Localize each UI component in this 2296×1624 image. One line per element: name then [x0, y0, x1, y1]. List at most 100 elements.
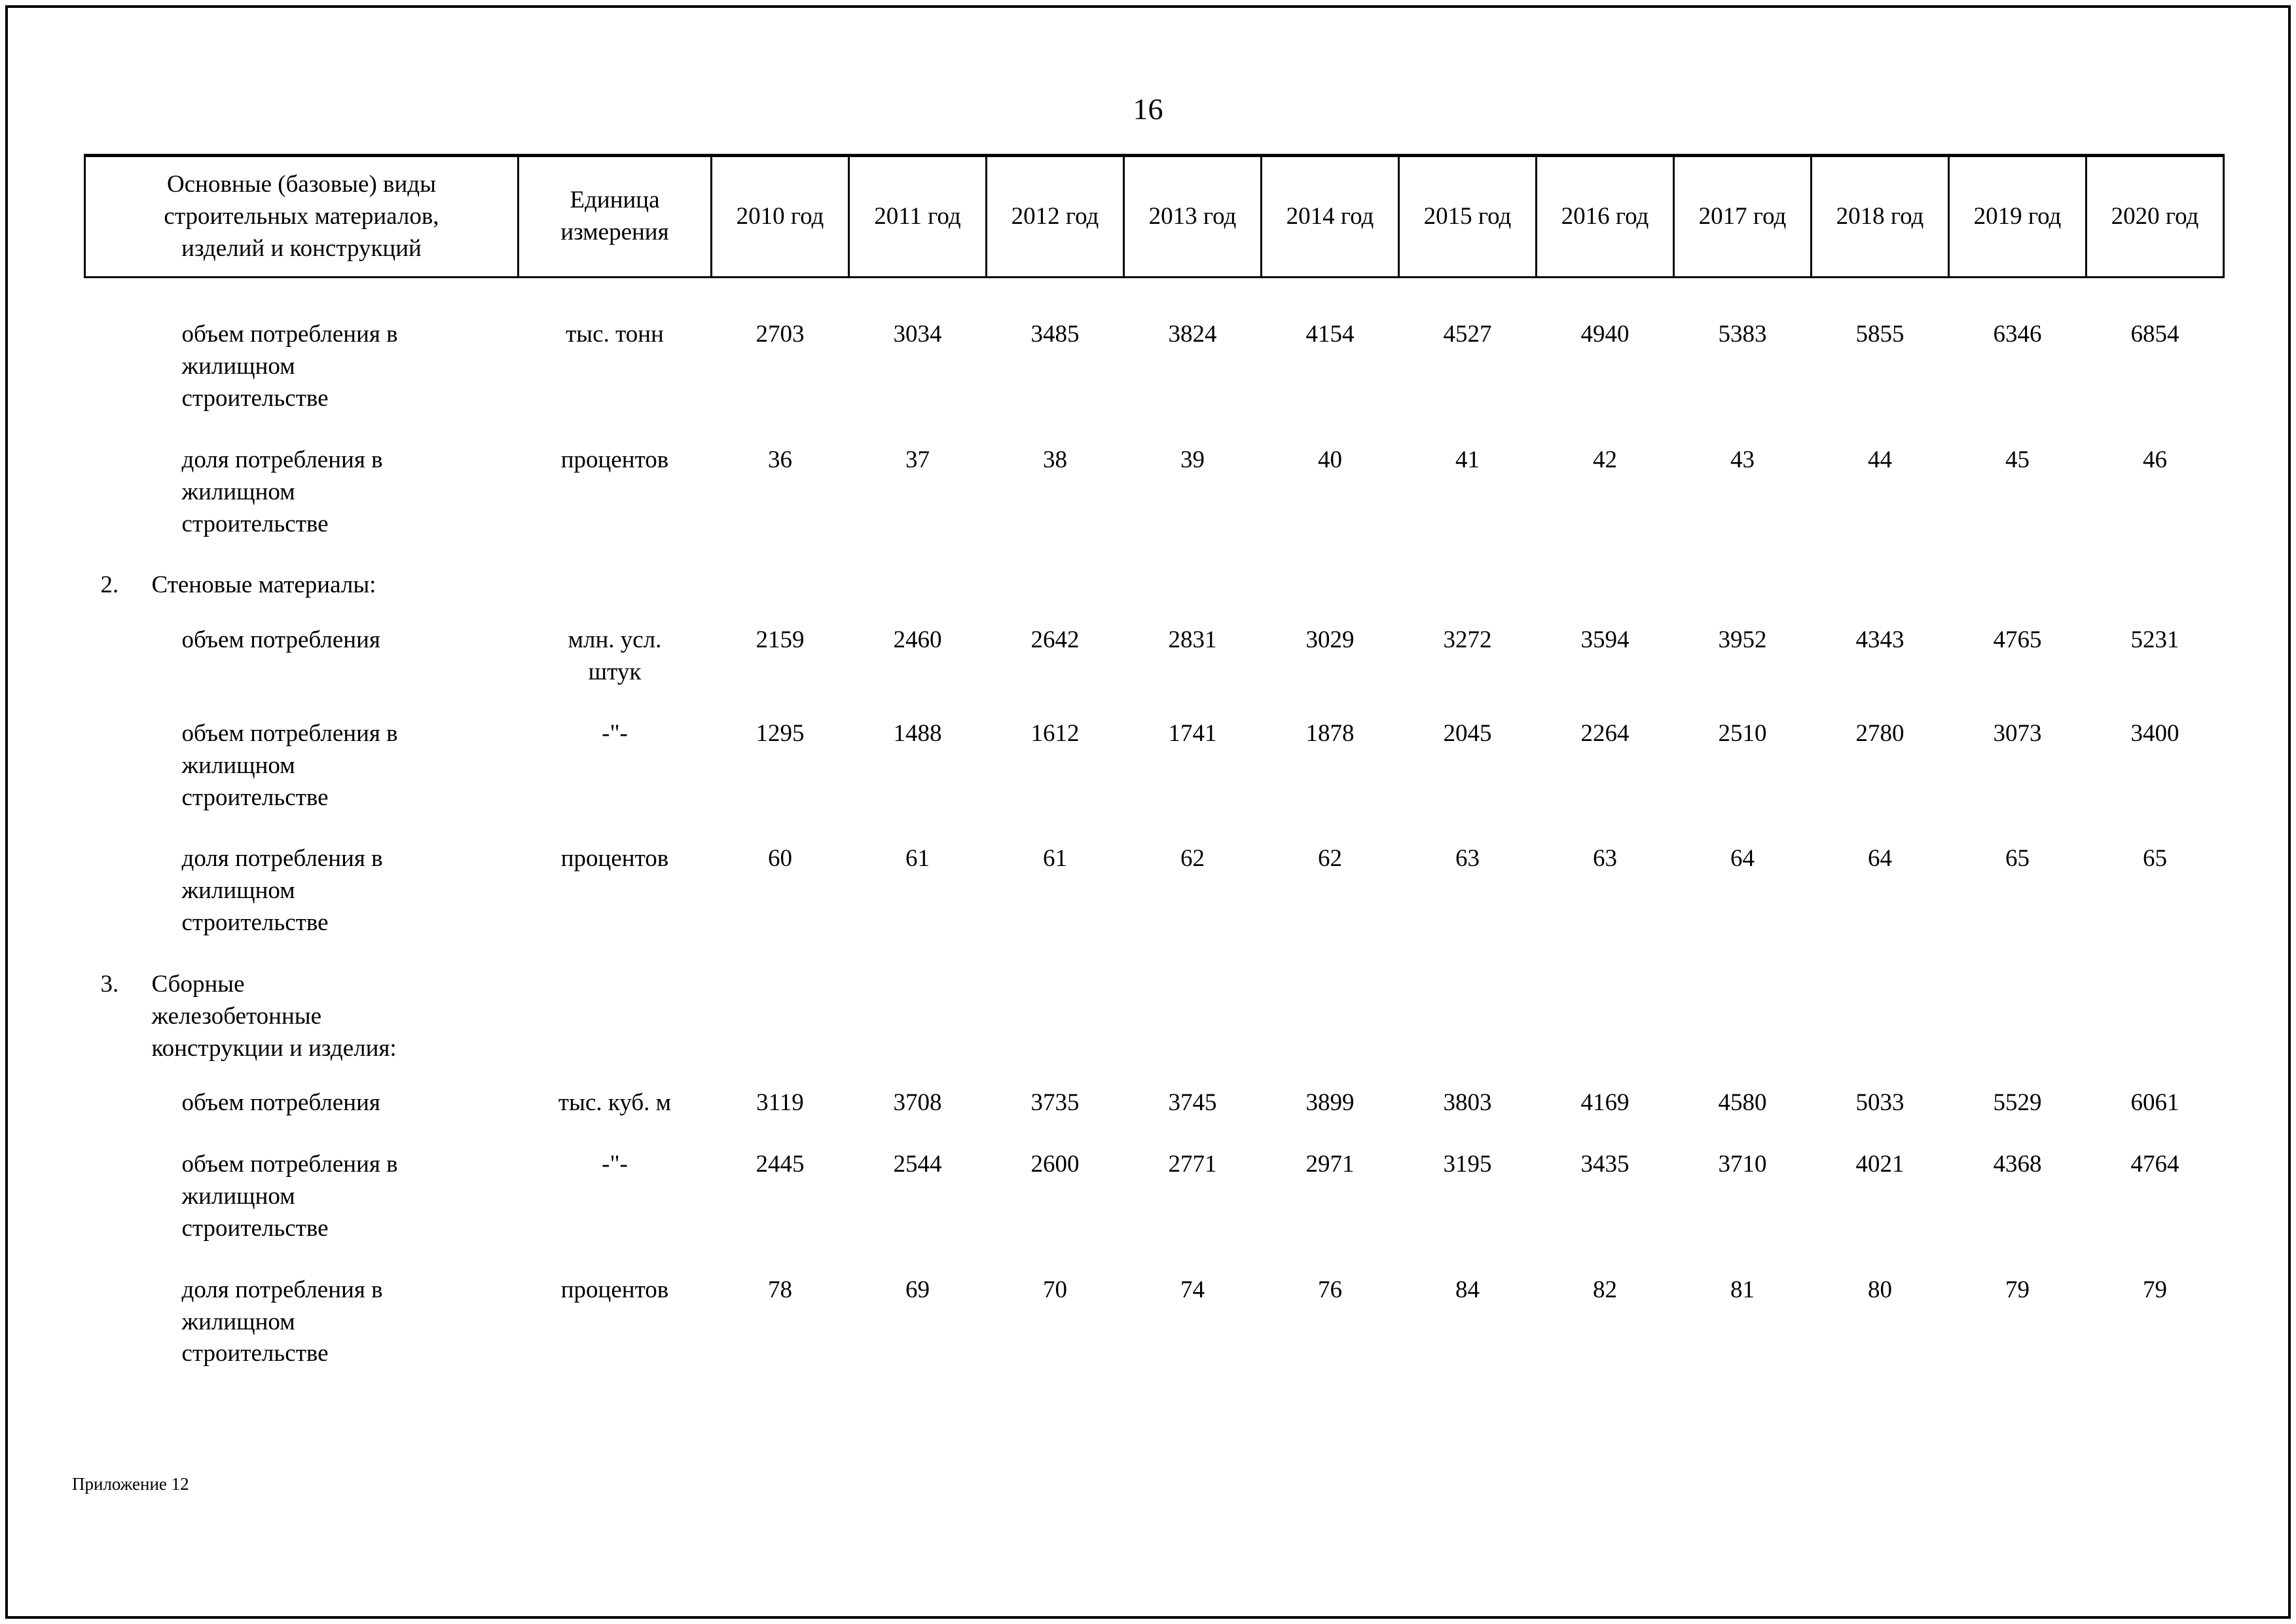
year-value: 44 [1868, 446, 1892, 473]
year-value: 6854 [2130, 321, 2179, 348]
year-value: 79 [2143, 1276, 2167, 1303]
year-value: 81 [1730, 1276, 1755, 1303]
year-value: 2159 [756, 626, 805, 654]
year-value: 3735 [1030, 1089, 1080, 1117]
row-label-cell: объем потребления в жилищном строительст… [85, 278, 519, 444]
year-value: 3073 [1993, 719, 2042, 747]
section-number: 2. [100, 571, 119, 599]
row-label-cell: объем потребления [85, 1087, 519, 1149]
year-value: 45 [2005, 446, 2030, 473]
unit-of-measure: процентов [560, 446, 669, 473]
unit-of-measure: млн. усл. штук [568, 626, 662, 686]
year-value: 63 [1593, 845, 1617, 873]
year-value: 5529 [1993, 1089, 2042, 1117]
year-value: 64 [1730, 845, 1755, 873]
year-value: 46 [2143, 446, 2167, 473]
section-label: Стеновые материалы: [151, 571, 376, 599]
year-value: 76 [1318, 1276, 1342, 1303]
year-column-header: 2010 год [710, 153, 850, 279]
year-column-header: 2012 год [985, 153, 1125, 279]
year-value: 1612 [1030, 719, 1080, 747]
row-label: объем потребления в жилищном строительст… [181, 1151, 398, 1242]
year-value: 2544 [893, 1151, 942, 1178]
section-row: 3. Сборные железобетонные конструкции и и… [85, 969, 2224, 1087]
table-row: доля потребления в жилищном строительств… [85, 1274, 2224, 1399]
table-row: объем потребления в жилищном строительст… [85, 718, 2224, 843]
year-value: 3594 [1580, 626, 1630, 654]
section-cell: 2. Стеновые материалы: [85, 569, 2224, 624]
year-column-header: 2013 год [1123, 153, 1262, 279]
year-value: 62 [1318, 845, 1342, 873]
year-value: 5033 [1855, 1089, 1904, 1117]
year-value: 3034 [893, 321, 942, 348]
year-value: 60 [768, 845, 792, 873]
year-value: 1295 [756, 719, 805, 747]
year-value: 40 [1318, 446, 1342, 473]
year-value: 4940 [1580, 321, 1630, 348]
year-column-header: 2017 год [1673, 153, 1812, 279]
year-value: 3745 [1168, 1089, 1217, 1117]
year-value: 37 [905, 446, 930, 473]
table-row: объем потребления тыс. куб. м 3119 3708 3735… [85, 1087, 2224, 1149]
year-value: 4764 [2130, 1151, 2179, 1178]
year-value: 2600 [1030, 1151, 1080, 1178]
year-value: 43 [1730, 446, 1755, 473]
row-label-cell: объем потребления в жилищном строительст… [85, 1149, 519, 1274]
year-column-header: 2020 год [2085, 153, 2225, 279]
year-value: 4580 [1718, 1089, 1767, 1117]
year-value: 3029 [1305, 626, 1355, 654]
unit-of-measure: процентов [560, 845, 669, 873]
year-value: 1741 [1168, 719, 1217, 747]
year-value: 3803 [1443, 1089, 1492, 1117]
year-value: 3400 [2130, 719, 2179, 747]
row-label: объем потребления [181, 1089, 380, 1117]
year-value: 5855 [1855, 321, 1904, 348]
year-column-header: 2014 год [1260, 153, 1400, 279]
year-column-header: 2015 год [1398, 153, 1537, 279]
row-label: доля потребления в жилищном строительств… [181, 845, 383, 937]
year-value: 84 [1455, 1276, 1480, 1303]
year-value: 61 [905, 845, 930, 873]
year-value: 4368 [1993, 1151, 2042, 1178]
table-row: доля потребления в жилищном строительств… [85, 843, 2224, 968]
year-value: 41 [1455, 446, 1480, 473]
year-value: 5383 [1718, 321, 1767, 348]
year-value: 63 [1455, 845, 1480, 873]
year-column-header: 2018 год [1810, 153, 1950, 279]
year-value: 3272 [1443, 626, 1492, 654]
table-row: объем потребления в жилищном строительст… [85, 1149, 2224, 1274]
year-value: 4527 [1443, 321, 1492, 348]
year-value: 3119 [756, 1089, 804, 1117]
materials-column-header: Основные (базовые) виды строительных мат… [84, 153, 519, 279]
row-label-cell: доля потребления в жилищном строительств… [85, 843, 519, 968]
row-label: объем потребления в жилищном строительст… [181, 321, 398, 412]
page-number: 16 [1133, 92, 1163, 126]
table-head: Основные (базовые) виды строительных мат… [84, 153, 2225, 279]
unit-column-header: Единица измерения [517, 153, 712, 279]
year-value: 2045 [1443, 719, 1492, 747]
unit-of-measure: тыс. тонн [566, 321, 664, 348]
year-value: 42 [1593, 446, 1617, 473]
year-value: 79 [2005, 1276, 2030, 1303]
year-value: 3435 [1580, 1151, 1630, 1178]
year-value: 4154 [1305, 321, 1355, 348]
unit-of-measure: процентов [560, 1276, 669, 1303]
row-label: объем потребления в жилищном строительст… [181, 719, 398, 811]
year-value: 1488 [893, 719, 942, 747]
table-body: объем потребления в жилищном строительст… [85, 278, 2224, 1399]
year-value: 3899 [1305, 1089, 1355, 1117]
row-label: доля потребления в жилищном строительств… [181, 1276, 383, 1367]
year-value: 2780 [1855, 719, 1904, 747]
table-row: объем потребления млн. усл. штук 2159 2460 2… [85, 624, 2224, 718]
year-value: 4021 [1855, 1151, 1904, 1178]
year-value: 69 [905, 1276, 930, 1303]
year-value: 2703 [756, 321, 805, 348]
year-value: 2264 [1580, 719, 1630, 747]
year-value: 82 [1593, 1276, 1617, 1303]
year-value: 2445 [756, 1151, 805, 1178]
year-value: 65 [2005, 845, 2030, 873]
year-value: 6346 [1993, 321, 2042, 348]
year-value: 74 [1180, 1276, 1205, 1303]
row-label-cell: объем потребления в жилищном строительст… [85, 718, 519, 843]
unit-of-measure: тыс. куб. м [558, 1089, 672, 1117]
